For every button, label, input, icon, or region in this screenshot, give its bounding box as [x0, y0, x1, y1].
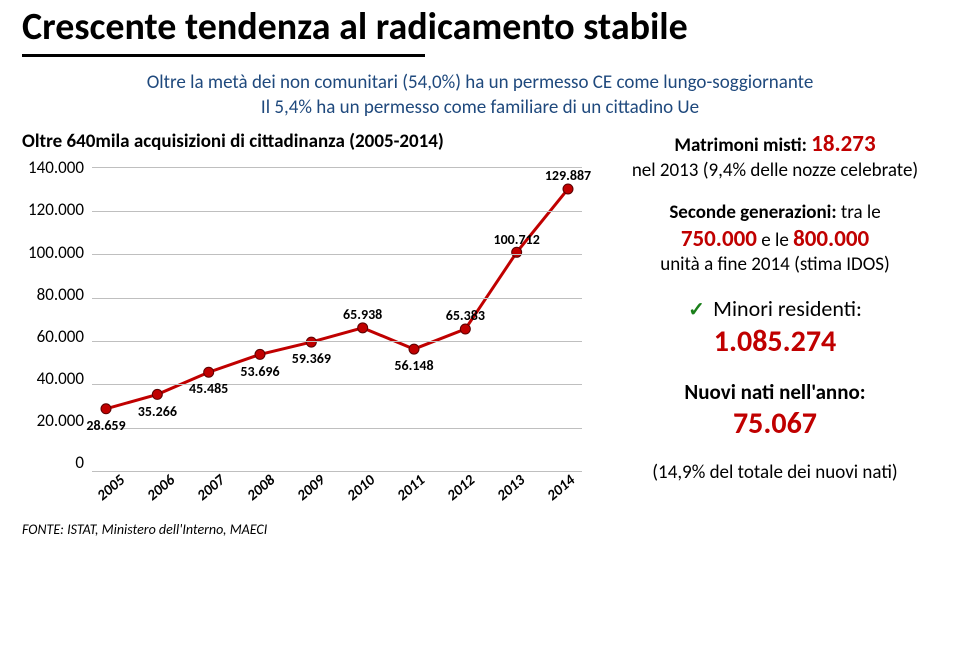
chart-title: Oltre 640mila acquisizioni di cittadinan… [22, 130, 602, 153]
gridline [92, 254, 582, 255]
check-icon: ✓ [688, 298, 705, 323]
data-label: 56.148 [394, 357, 433, 374]
secgen-label-pre: Seconde generazioni: [669, 201, 836, 224]
marriages-note: nel 2013 (9,4% delle nozze celebrate) [632, 159, 918, 182]
gridline [92, 167, 582, 168]
chart-marker [204, 367, 214, 377]
stat-newborns: Nuovi nati nell'anno: 75.067 [612, 379, 938, 443]
x-tick-label: 2008 [240, 469, 291, 519]
gridline [92, 298, 582, 299]
chart-marker [358, 323, 368, 333]
data-label: 53.696 [240, 363, 279, 380]
newborns-value: 75.067 [733, 405, 817, 442]
minors-label: Minori residenti: [713, 295, 862, 322]
x-tick-label: 2011 [390, 469, 441, 519]
subtitle: Oltre la metà dei non comunitari (54,0%)… [22, 71, 938, 120]
data-label: 65.938 [343, 306, 382, 323]
x-tick-label: 2009 [290, 469, 341, 519]
page-title: Crescente tendenza al radicamento stabil… [22, 8, 938, 48]
x-tick-label: 2012 [440, 469, 491, 519]
x-tick-label: 2010 [340, 469, 391, 519]
x-tick-label: 2007 [190, 469, 241, 519]
chart-marker [512, 248, 522, 258]
chart-marker [152, 390, 162, 400]
y-tick-label: 20.000 [22, 412, 90, 429]
stat-minors: ✓ Minori residenti: 1.085.274 [612, 295, 938, 361]
stat-secgen: Seconde generazioni: tra le 750.000 e le… [612, 201, 938, 277]
marriages-value: 18.273 [811, 130, 875, 158]
chart-marker [563, 184, 573, 194]
y-tick-label: 120.000 [22, 201, 90, 218]
data-label: 28.659 [86, 417, 125, 434]
subtitle-line1: Oltre la metà dei non comunitari (54,0%)… [147, 71, 814, 94]
newborns-note: (14,9% del totale dei nuovi nati) [612, 461, 938, 485]
chart-marker [409, 344, 419, 354]
title-rule [22, 54, 425, 57]
secgen-mid2: e le [761, 229, 793, 252]
x-axis-labels: 2005200620072008200920102011201220132014 [92, 473, 582, 505]
x-tick-label: 2005 [90, 469, 141, 519]
y-tick-label: 80.000 [22, 286, 90, 303]
x-tick-label: 2014 [540, 469, 591, 519]
newborns-label: Nuovi nati nell'anno: [684, 379, 865, 405]
chart-marker [255, 350, 265, 360]
chart-line-svg [92, 167, 582, 471]
y-tick-label: 60.000 [22, 328, 90, 345]
marriages-label: Matrimoni misti: [674, 134, 811, 157]
chart-marker [101, 404, 111, 414]
secgen-v1: 750.000 [681, 225, 757, 253]
y-tick-label: 140.000 [22, 159, 90, 176]
subtitle-line2: Il 5,4% ha un permesso come familiare di… [261, 96, 699, 119]
x-tick-label: 2013 [490, 469, 541, 519]
y-tick-label: 0 [22, 454, 90, 471]
chart-marker [460, 324, 470, 334]
data-label: 129.887 [545, 167, 591, 184]
chart-plot-area: 28.65935.26645.48553.69659.36965.93856.1… [92, 167, 582, 471]
gridline [92, 211, 582, 212]
chart: 140.000 120.000 100.000 80.000 60.000 40.000 2… [22, 159, 582, 499]
stat-marriages: Matrimoni misti: 18.273 nel 2013 (9,4% d… [612, 130, 938, 183]
secgen-label-mid: tra le [841, 201, 881, 224]
data-label: 65.383 [446, 307, 485, 324]
data-label: 45.485 [189, 380, 228, 397]
minors-value: 1.085.274 [714, 323, 836, 360]
gridline [92, 428, 582, 429]
data-label: 100.712 [493, 231, 539, 248]
gridline [92, 341, 582, 342]
secgen-v2: 800.000 [793, 225, 869, 253]
y-tick-label: 40.000 [22, 370, 90, 387]
chart-line [106, 189, 568, 409]
gridline [92, 384, 582, 385]
chart-marker [306, 337, 316, 347]
data-label: 59.369 [292, 350, 331, 367]
y-tick-label: 100.000 [22, 244, 90, 261]
data-label: 35.266 [138, 403, 177, 420]
y-axis-labels: 140.000 120.000 100.000 80.000 60.000 40.000 2… [22, 159, 90, 471]
chart-source: FONTE: ISTAT, Ministero dell'Interno, MA… [22, 521, 602, 538]
x-tick-label: 2006 [140, 469, 191, 519]
secgen-note: unità a fine 2014 (stima IDOS) [660, 253, 890, 276]
